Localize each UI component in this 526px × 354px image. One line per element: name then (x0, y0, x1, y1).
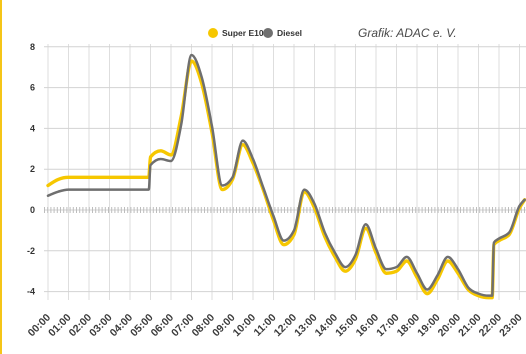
x-tick-label: 20:00 (436, 312, 464, 340)
legend-label-diesel: Diesel (277, 28, 302, 38)
y-tick-label: -2 (27, 246, 35, 256)
x-tick-label: 09:00 (210, 312, 238, 340)
series-line-diesel (46, 53, 526, 297)
x-tick-label: 13:00 (292, 312, 320, 340)
x-tick-label: 16:00 (354, 312, 382, 340)
y-tick-label: 8 (30, 42, 35, 52)
x-tick-label: 03:00 (87, 312, 115, 340)
x-tick-label: 19:00 (415, 312, 443, 340)
legend-swatch-diesel (263, 28, 273, 38)
x-tick-label: 02:00 (67, 312, 95, 340)
x-tick-label: 05:00 (128, 312, 156, 340)
y-tick-label: 4 (30, 123, 35, 133)
x-tick-label: 22:00 (477, 312, 505, 340)
legend: Super E10 Diesel (208, 28, 302, 38)
x-tick-label: 18:00 (395, 312, 423, 340)
x-tick-label: 07:00 (169, 312, 197, 340)
y-tick-label: 6 (30, 83, 35, 93)
x-tick-label: 08:00 (190, 312, 218, 340)
left-accent-bar (0, 0, 2, 354)
x-tick-label: 04:00 (108, 312, 136, 340)
x-tick-label: 17:00 (374, 312, 402, 340)
x-axis: 00:0001:0002:0003:0004:0005:0006:0007:00… (26, 312, 525, 340)
y-tick-label: 0 (30, 205, 35, 215)
x-tick-label: 01:00 (46, 312, 74, 340)
x-tick-label: 06:00 (149, 312, 177, 340)
x-tick-label: 23:00 (497, 312, 525, 340)
x-tick-label: 21:00 (456, 312, 484, 340)
y-axis: 8 6 4 2 0 -2 -4 (27, 42, 35, 297)
x-tick-label: 15:00 (333, 312, 361, 340)
x-tick-label: 14:00 (313, 312, 341, 340)
series-line-super-e10 (46, 59, 526, 300)
series-lines (46, 53, 526, 300)
x-tick-label: 12:00 (272, 312, 300, 340)
x-tick-label: 00:00 (26, 312, 54, 340)
grid (44, 44, 526, 300)
y-tick-label: -4 (27, 287, 35, 297)
legend-label-super-e10: Super E10 (222, 28, 264, 38)
y-tick-label: 2 (30, 164, 35, 174)
legend-swatch-super-e10 (208, 28, 218, 38)
x-tick-label: 10:00 (231, 312, 259, 340)
chart-credit: Grafik: ADAC e. V. (358, 26, 457, 40)
